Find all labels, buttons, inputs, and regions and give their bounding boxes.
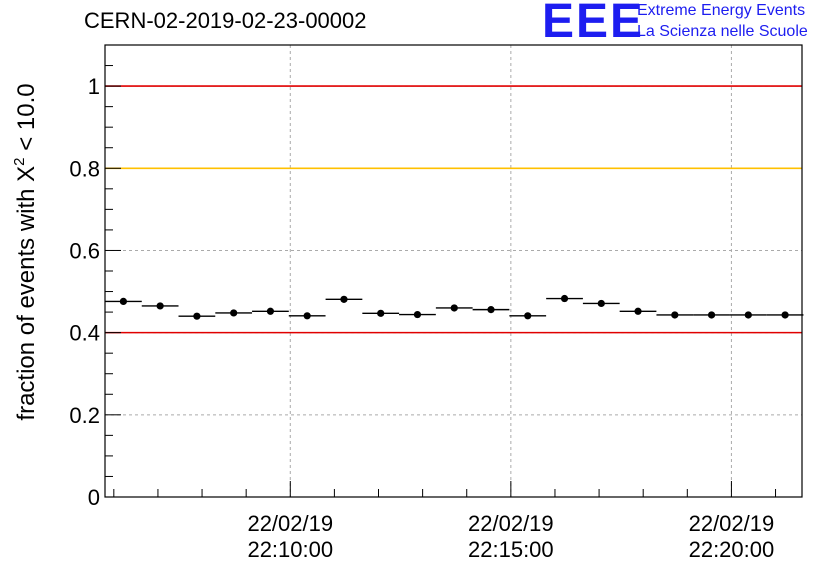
data-point-14: [634, 307, 642, 315]
y-axis-label: fraction of events with X2 < 10.0: [11, 83, 40, 420]
data-point-7: [377, 309, 385, 317]
reference-lines: [105, 85, 802, 334]
x-tick-time-1: 22:15:00: [468, 537, 554, 562]
x-tick-time-2: 22:20:00: [689, 537, 775, 562]
data-point-3: [230, 309, 238, 317]
plot-frame: [104, 44, 803, 498]
data-point-9: [450, 304, 458, 312]
x-tick-time-0: 22:10:00: [247, 537, 333, 562]
data-point-1: [156, 302, 164, 310]
y-tick-label-0: 0: [88, 485, 100, 510]
data-point-0: [119, 297, 127, 306]
data-point-15: [671, 311, 679, 319]
y-axis-label-chi: X: [13, 166, 40, 182]
data-point-4: [266, 307, 275, 315]
axes: 00.20.40.60.8122/02/1922:10:0022/02/1922…: [11, 44, 777, 562]
y-axis-label-suffix: < 10.0: [13, 83, 40, 157]
data-point-17: [744, 311, 752, 319]
data-point-16: [707, 311, 716, 319]
y-axis-label-sup: 2: [11, 157, 28, 165]
y-tick-label-5: 1: [88, 74, 100, 99]
data-series: [105, 294, 804, 320]
eee-logo: EEE Extreme Energy Events La Scienza nel…: [542, 0, 836, 48]
y-tick-label-4: 0.8: [69, 156, 100, 181]
chart-title: CERN-02-2019-02-23-00002: [84, 8, 367, 33]
data-point-11: [524, 312, 532, 320]
y-tick-label-2: 0.4: [69, 321, 100, 346]
data-point-2: [193, 312, 201, 320]
x-tick-date-1: 22/02/19: [468, 511, 554, 536]
data-point-13: [597, 299, 605, 308]
data-point-6: [340, 295, 348, 303]
data-point-12: [560, 294, 569, 303]
x-tick-date-2: 22/02/19: [689, 511, 775, 536]
logo-line-1: Extreme Energy Events: [637, 2, 806, 19]
data-point-8: [413, 310, 422, 319]
logo-line-2: La Scienza nelle Scuole: [637, 23, 808, 40]
data-point-10: [487, 306, 495, 314]
data-point-5: [303, 312, 311, 320]
logo-mark: EEE: [542, 0, 645, 48]
y-tick-label-1: 0.2: [69, 403, 100, 428]
y-tick-label-3: 0.6: [69, 238, 100, 263]
y-axis-label-prefix: fraction of events with: [13, 182, 40, 421]
grid-lines: [105, 45, 802, 497]
x-tick-date-0: 22/02/19: [247, 511, 333, 536]
data-point-18: [781, 311, 789, 319]
